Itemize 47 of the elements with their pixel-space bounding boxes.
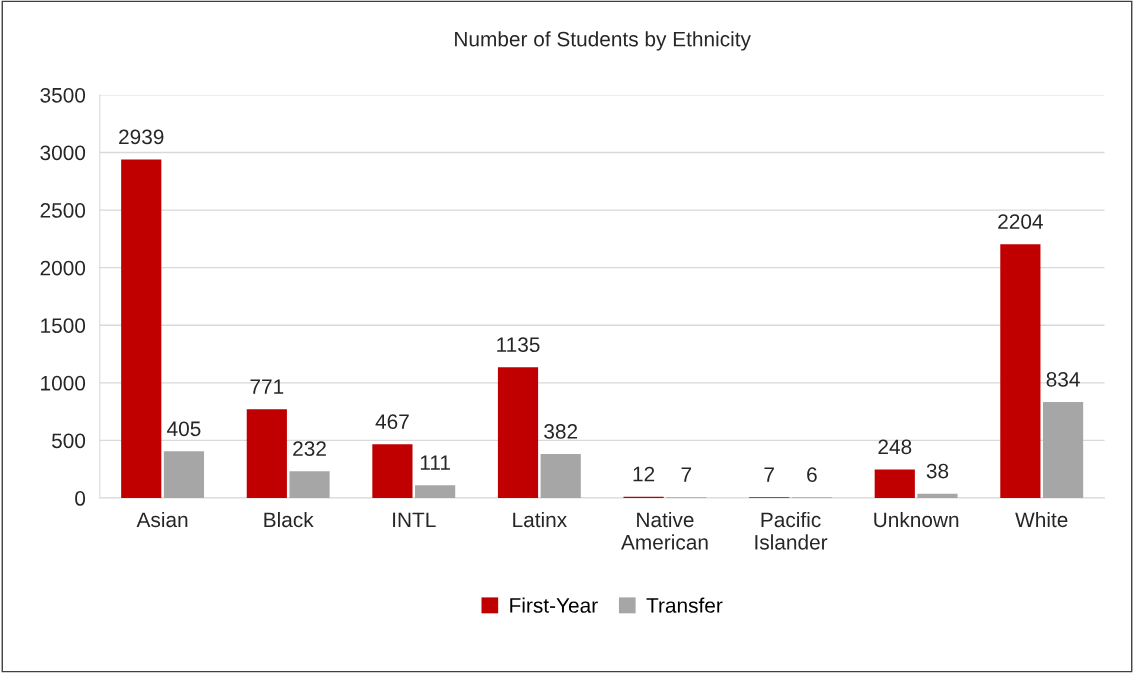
- x-tick-label: Pacific Islander: [755, 511, 828, 550]
- x-tick-label: Black: [264, 511, 314, 528]
- bar: [540, 454, 581, 499]
- x-tick-label: Latinx: [513, 511, 567, 528]
- y-tick-label: 0: [75, 491, 86, 506]
- data-label: 38: [926, 463, 949, 479]
- y-tick-label: 1000: [41, 375, 86, 391]
- y-tick-label: 2000: [40, 260, 86, 276]
- y-tick-label: 3000: [40, 145, 86, 161]
- bar: [415, 485, 456, 499]
- bar: [874, 469, 915, 499]
- data-label: 7: [764, 467, 774, 482]
- x-tick-label: Asian: [136, 511, 188, 528]
- chart-title: Number of Students by Ethnicity: [455, 31, 751, 51]
- data-label: 12: [633, 466, 655, 482]
- data-label: 7: [681, 467, 692, 482]
- data-label: 2204: [998, 214, 1043, 229]
- data-label: 232: [293, 441, 326, 457]
- data-label: 382: [544, 424, 578, 439]
- x-tick-label: Native American: [621, 511, 708, 550]
- y-tick-label: 2500: [40, 203, 86, 218]
- bar: [917, 493, 958, 499]
- bar: [246, 409, 287, 499]
- x-tick-label: Unknown: [874, 511, 959, 528]
- data-label: 405: [167, 421, 201, 437]
- x-tick-label: INTL: [393, 512, 436, 528]
- data-label: 6: [807, 467, 817, 483]
- data-label: 771: [250, 379, 284, 394]
- bar: [289, 471, 330, 499]
- legend-label: Transfer: [646, 597, 723, 613]
- y-tick-label: 500: [51, 433, 86, 449]
- bar: [372, 444, 413, 499]
- y-tick-label: 1500: [41, 318, 86, 334]
- data-label: 834: [1046, 371, 1080, 387]
- bar: [1000, 244, 1041, 499]
- bar: [497, 367, 539, 499]
- data-label: 467: [375, 414, 409, 429]
- bar: [121, 159, 162, 499]
- bar: [163, 451, 205, 499]
- legend-label: First-Year: [510, 597, 598, 613]
- data-label: 1135: [497, 337, 540, 353]
- bar: [1042, 401, 1084, 499]
- data-label: 2939: [119, 129, 164, 145]
- y-tick-label: 3500: [40, 87, 86, 103]
- data-label: 248: [878, 439, 912, 455]
- x-tick-label: White: [1015, 511, 1068, 528]
- data-label: 111: [420, 455, 450, 470]
